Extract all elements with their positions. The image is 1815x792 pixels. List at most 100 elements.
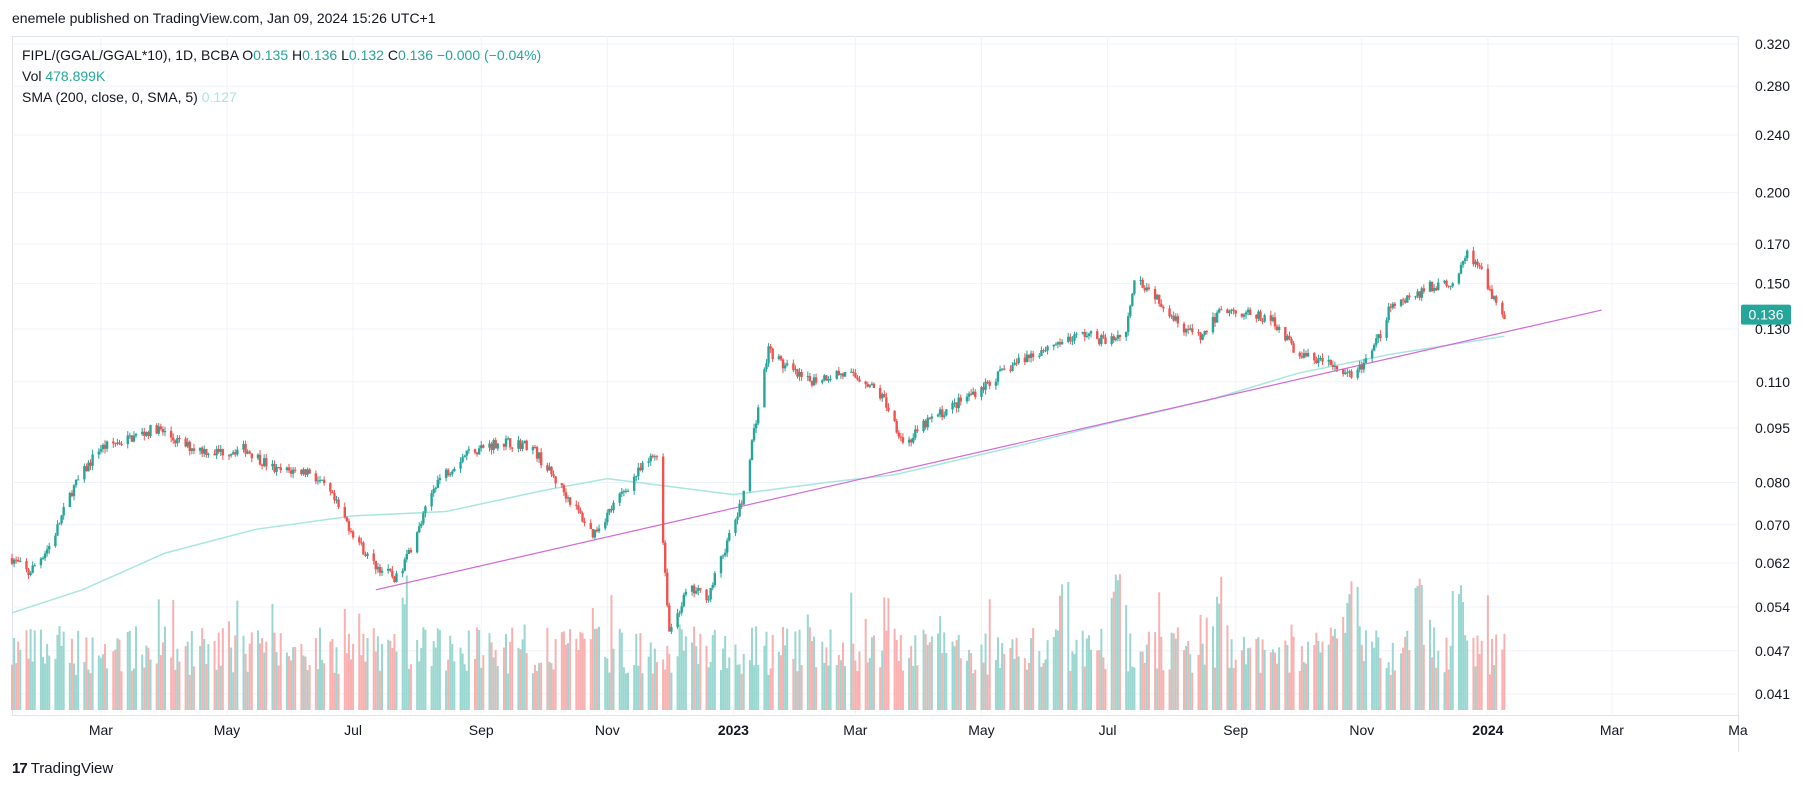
volume-bar	[531, 673, 534, 710]
candle-body	[1085, 335, 1089, 337]
candle-body	[1333, 365, 1337, 367]
candle-body	[736, 516, 739, 520]
volume-bar	[331, 638, 334, 710]
volume-bar	[910, 645, 913, 710]
candle-body	[796, 369, 799, 377]
volume-bar	[1406, 630, 1409, 710]
volume-bar	[604, 656, 607, 710]
volume-bar	[567, 643, 570, 710]
candle-body	[331, 491, 334, 494]
volume-bar	[201, 628, 204, 710]
candle-body	[101, 444, 105, 450]
volume-bar	[87, 669, 90, 710]
volume-bar	[1313, 645, 1316, 710]
candle-body	[358, 537, 361, 543]
volume-bar	[554, 639, 557, 710]
x-tick-label: Mar	[843, 722, 867, 738]
volume-bar	[618, 628, 621, 710]
candle-body	[1401, 299, 1405, 301]
candle-body	[1160, 303, 1163, 307]
candle-body	[1031, 353, 1035, 357]
volume-bar	[1476, 635, 1479, 710]
candle-body	[174, 440, 177, 444]
volume-bar	[955, 640, 958, 710]
volume-bar	[1307, 641, 1310, 710]
candle-body	[99, 449, 103, 452]
volume-bar	[647, 656, 650, 710]
volume-bar	[1133, 667, 1136, 710]
volume-bar	[771, 634, 774, 710]
volume-bar	[1001, 643, 1004, 710]
candle-body	[496, 443, 499, 449]
volume-bar	[1373, 647, 1376, 710]
volume-bar	[1061, 584, 1064, 710]
volume-bar	[314, 638, 317, 710]
publish-caption: enemele published on TradingView.com, Ja…	[12, 10, 436, 26]
volume-bar	[895, 639, 898, 710]
volume-bar	[1214, 667, 1217, 710]
candle-body	[72, 485, 76, 497]
candle-body	[118, 442, 121, 445]
low-label: L	[341, 47, 349, 63]
candle-body	[864, 381, 867, 385]
volume-bar	[451, 643, 454, 710]
volume-bar	[418, 661, 421, 710]
sma-row: SMA (200, close, 0, SMA, 5) 0.127	[22, 87, 541, 108]
volume-bar	[488, 633, 491, 710]
volume-bar	[699, 633, 702, 710]
volume-bar	[941, 653, 944, 710]
volume-bar	[104, 644, 107, 710]
candle-body	[1463, 258, 1467, 262]
volume-bar	[697, 664, 700, 710]
volume-bar	[1127, 671, 1130, 710]
volume-bar	[333, 672, 336, 710]
volume-bar	[1046, 640, 1049, 710]
low-value: 0.132	[348, 47, 384, 63]
candle-body	[705, 589, 708, 601]
volume-bar	[292, 647, 295, 710]
candle-body	[827, 379, 830, 381]
volume-bar	[965, 660, 968, 710]
volume-bar	[800, 665, 803, 710]
candle-body	[87, 462, 90, 472]
candle-body	[70, 492, 74, 497]
volume-bar	[31, 661, 34, 710]
candle-body	[606, 512, 609, 523]
candle-body	[1263, 315, 1266, 322]
tradingview-mark-icon: 17	[12, 760, 28, 777]
candle-body	[1232, 309, 1235, 311]
candle-body	[1321, 358, 1324, 362]
volume-bar	[447, 659, 450, 710]
candle-body	[262, 458, 266, 466]
volume-bar	[825, 647, 828, 710]
candle-body	[451, 471, 454, 474]
volume-bar	[329, 641, 332, 710]
volume-bar	[221, 628, 224, 710]
candle-body	[347, 521, 351, 531]
candle-body	[403, 559, 406, 571]
volume-bar	[711, 635, 714, 710]
volume-bar	[1052, 637, 1055, 710]
volume-bar	[767, 674, 770, 710]
candle-body	[1503, 314, 1506, 320]
candle-body	[752, 428, 756, 441]
candle-body	[287, 467, 291, 471]
candle-body	[883, 394, 886, 398]
tradingview-brand: TradingView	[30, 760, 114, 777]
candle-body	[60, 515, 63, 524]
volume-bar	[1183, 650, 1186, 710]
volume-bar	[494, 649, 497, 710]
candle-body	[1443, 280, 1446, 283]
candle-body	[792, 363, 795, 371]
candle-body	[76, 479, 80, 481]
volume-bar	[1245, 664, 1248, 710]
candle-body	[163, 430, 167, 433]
candle-body	[1131, 293, 1134, 306]
volume-bar	[273, 632, 276, 710]
candle-body	[488, 443, 491, 448]
volume-bar	[748, 660, 751, 710]
tradingview-logo[interactable]: 17 TradingView	[12, 760, 113, 777]
candle-body	[1420, 288, 1423, 298]
candle-body	[984, 381, 987, 390]
